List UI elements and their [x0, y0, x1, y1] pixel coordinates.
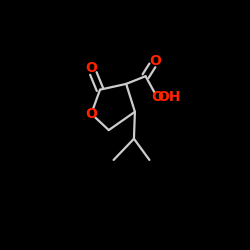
Text: O: O [149, 54, 161, 68]
Text: OH: OH [157, 90, 181, 104]
Text: O: O [86, 62, 97, 76]
Text: O: O [86, 107, 97, 121]
Text: O: O [151, 90, 163, 104]
